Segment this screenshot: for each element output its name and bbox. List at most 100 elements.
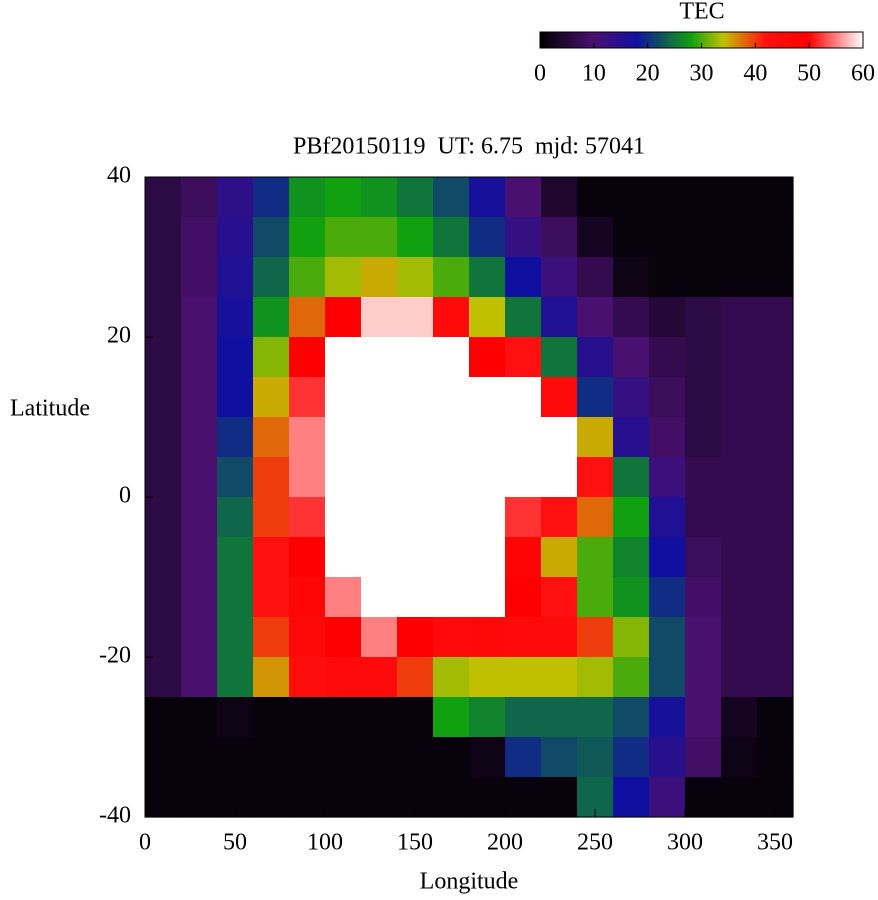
heat-cell <box>361 177 398 218</box>
heat-cell <box>253 617 290 658</box>
heat-cell <box>577 617 614 658</box>
heat-cell <box>649 457 686 498</box>
heat-cell <box>361 657 398 698</box>
heat-cell <box>361 337 398 378</box>
heat-cell <box>541 417 578 458</box>
heat-cell <box>361 497 398 538</box>
heat-cell <box>325 217 362 258</box>
heat-cell <box>181 337 218 378</box>
x-tick-label: 150 <box>397 830 433 856</box>
heat-cell <box>433 177 470 218</box>
heat-cell <box>361 617 398 658</box>
colorbar-tick-label: 0 <box>534 61 546 87</box>
heat-cell <box>541 377 578 418</box>
heat-cell <box>685 457 722 498</box>
heat-cell <box>541 297 578 338</box>
heat-cell <box>145 497 182 538</box>
heat-cell <box>433 377 470 418</box>
heat-cell <box>253 177 290 218</box>
heat-cell <box>649 177 686 218</box>
heat-cell <box>613 777 650 818</box>
heat-cell <box>361 577 398 618</box>
heat-cell <box>145 777 182 818</box>
heat-cell <box>757 737 794 778</box>
heat-cell <box>649 337 686 378</box>
heat-cell <box>577 177 614 218</box>
heat-cell <box>685 657 722 698</box>
heat-cell <box>289 617 326 658</box>
heat-cell <box>181 177 218 218</box>
heat-cell <box>433 537 470 578</box>
heat-cell <box>505 577 542 618</box>
heat-cell <box>757 297 794 338</box>
heat-cell <box>181 697 218 738</box>
heat-cell <box>253 737 290 778</box>
heat-cell <box>577 697 614 738</box>
x-tick-label: 250 <box>577 830 613 856</box>
heat-cell <box>181 537 218 578</box>
heat-cell <box>433 697 470 738</box>
heat-cell <box>145 697 182 738</box>
heat-cell <box>325 617 362 658</box>
heat-cell <box>649 617 686 658</box>
heat-cell <box>505 457 542 498</box>
heat-cell <box>577 337 614 378</box>
heat-cell <box>325 377 362 418</box>
heat-cell <box>253 417 290 458</box>
heat-cell <box>757 377 794 418</box>
heat-cell <box>757 657 794 698</box>
heat-cell <box>649 657 686 698</box>
heat-cell <box>397 257 434 298</box>
heat-cell <box>613 657 650 698</box>
heat-cell <box>217 377 254 418</box>
heat-cell <box>325 497 362 538</box>
heat-cell <box>469 217 506 258</box>
heat-cell <box>289 417 326 458</box>
heat-cell <box>685 297 722 338</box>
heat-cell <box>289 697 326 738</box>
x-tick-label: 100 <box>307 830 343 856</box>
heat-cell <box>217 297 254 338</box>
heat-cell <box>361 537 398 578</box>
heat-cell <box>469 537 506 578</box>
heat-cell <box>361 417 398 458</box>
heat-cell <box>289 177 326 218</box>
heat-cell <box>253 577 290 618</box>
heat-cell <box>649 257 686 298</box>
heat-cell <box>217 457 254 498</box>
heat-cell <box>253 377 290 418</box>
heat-cell <box>541 177 578 218</box>
heat-cell <box>649 217 686 258</box>
heat-cell <box>685 337 722 378</box>
heat-cell <box>253 537 290 578</box>
heat-cell <box>757 577 794 618</box>
heat-cell <box>181 257 218 298</box>
heat-cell <box>361 737 398 778</box>
heat-cell <box>469 737 506 778</box>
heat-cell <box>469 417 506 458</box>
heat-cell <box>685 417 722 458</box>
heat-cell <box>253 497 290 538</box>
heat-cell <box>469 457 506 498</box>
heat-cell <box>325 337 362 378</box>
heat-cell <box>253 337 290 378</box>
heat-cell <box>181 377 218 418</box>
x-axis-label: Longitude <box>420 869 519 895</box>
heat-cell <box>325 297 362 338</box>
heat-cell <box>541 617 578 658</box>
colorbar-tick-label: 10 <box>582 61 606 87</box>
heat-cell <box>577 297 614 338</box>
heat-cell <box>505 617 542 658</box>
heat-cell <box>613 537 650 578</box>
heat-cell <box>721 497 758 538</box>
heat-cell <box>397 737 434 778</box>
heat-cell <box>433 777 470 818</box>
heat-cell <box>577 577 614 618</box>
heat-cell <box>397 537 434 578</box>
heat-cell <box>685 617 722 658</box>
heat-cell <box>577 457 614 498</box>
heat-cell <box>145 577 182 618</box>
heat-cell <box>433 257 470 298</box>
heat-cell <box>541 257 578 298</box>
